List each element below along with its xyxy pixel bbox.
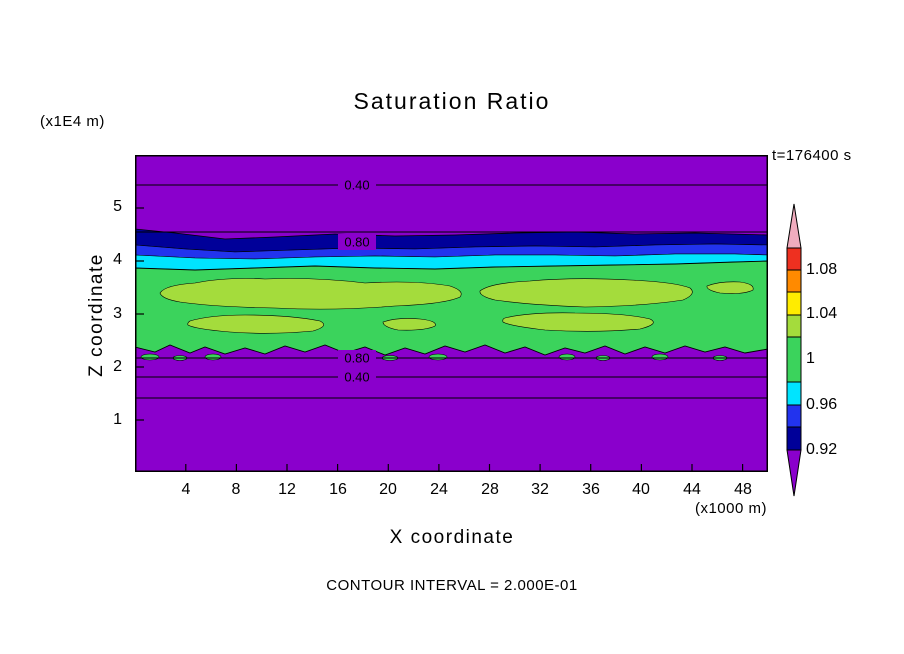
contour-label-group: 0.40 0.80 0.80 0.40 [338, 177, 376, 385]
y-tick-label: 1 [113, 411, 122, 428]
supersaturated-patch [706, 281, 754, 294]
x-tick-marks [185, 464, 744, 471]
y-tick-label: 4 [113, 251, 122, 268]
y-axis-unit: (x1E4 m) [40, 113, 105, 130]
x-tick-label: 24 [430, 481, 448, 498]
page-title: Saturation Ratio [353, 88, 551, 114]
x-tick-label: 12 [278, 481, 296, 498]
supersaturated-patch [382, 318, 436, 331]
colorbar-label: 1.04 [806, 305, 838, 322]
x-tick-label: 4 [181, 481, 191, 498]
contour-interval-note: CONTOUR INTERVAL = 2.000E-01 [326, 577, 578, 594]
y-tick-marks [136, 207, 144, 421]
colorbar-label: 0.96 [806, 396, 838, 413]
supersaturated-patch [479, 278, 693, 308]
x-tick-label: 32 [531, 481, 549, 498]
contour-label: 0.80 [344, 351, 369, 366]
x-tick-label: 36 [582, 481, 600, 498]
contour-label: 0.40 [344, 370, 369, 385]
colorbar-arrow-top [786, 203, 802, 249]
contour-label: 0.40 [344, 178, 369, 193]
x-axis-unit: (x1000 m) [694, 500, 767, 517]
colorbar-segment-cyan [786, 381, 802, 406]
x-tick-label: 16 [329, 481, 347, 498]
supersaturated-patch [502, 312, 654, 332]
colorbar-label: 1.08 [806, 261, 838, 278]
colorbar-label: 1 [806, 350, 815, 367]
green-region [135, 260, 768, 356]
colorbar-segment-orange [786, 269, 802, 293]
supersaturated-patch [159, 278, 462, 310]
colorbar-segment-yellow [786, 291, 802, 316]
x-tick-label: 28 [481, 481, 499, 498]
colorbar [786, 203, 802, 497]
x-axis-label: X coordinate [389, 527, 515, 548]
y-tick-label: 3 [113, 305, 122, 322]
x-tick-label: 48 [734, 481, 752, 498]
colorbar-label: 0.92 [806, 441, 838, 458]
supersaturated-patch [187, 314, 325, 334]
y-tick-label: 2 [113, 358, 122, 375]
plot-frame [135, 155, 768, 472]
colorbar-segment-blue [786, 404, 802, 428]
colorbar-segment-navy [786, 426, 802, 451]
contour-lines [135, 184, 768, 399]
y-tick-label: 5 [113, 198, 122, 215]
timestamp: t=176400 s [772, 147, 852, 164]
contour-plot: 0.40 0.80 0.80 0.40 [135, 155, 768, 472]
colorbar-segment-red [786, 247, 802, 271]
x-tick-label: 40 [632, 481, 650, 498]
contour-label: 0.80 [344, 235, 369, 250]
x-tick-label: 20 [379, 481, 397, 498]
x-tick-label: 44 [683, 481, 701, 498]
x-tick-label: 8 [231, 481, 241, 498]
colorbar-arrow-bottom [786, 449, 802, 497]
colorbar-segment-yellow-green [786, 314, 802, 338]
colorbar-segment-green [786, 336, 802, 383]
